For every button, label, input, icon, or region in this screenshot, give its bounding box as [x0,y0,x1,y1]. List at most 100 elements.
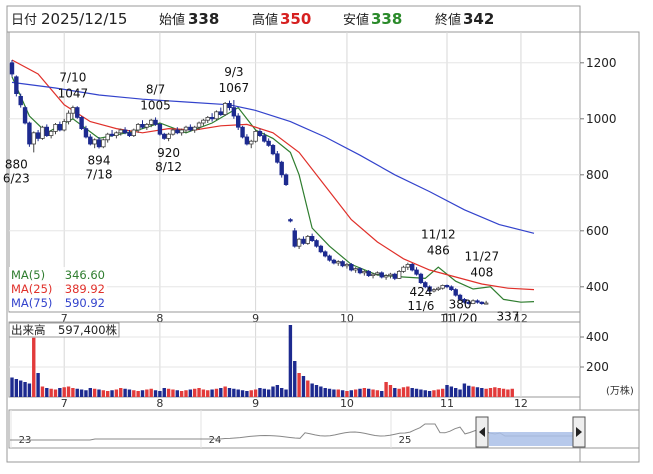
candle-body [170,129,176,135]
candle [305,235,310,245]
candle-body [288,219,293,222]
volume-bar [193,388,197,397]
candle [449,285,454,291]
annotation-price: 337 [496,309,519,323]
overview-right-handle[interactable] [572,416,586,448]
candle-body [479,301,484,305]
candle-body [414,269,419,275]
candle [175,127,180,135]
candle-body [114,132,119,137]
candle-body [375,272,380,275]
candle [88,134,93,146]
candle-body [157,124,163,135]
volume-bar [388,385,393,397]
candle [44,124,49,137]
candle-body [249,140,254,145]
volume-bar [436,389,440,397]
volume-bar [197,388,201,397]
candle [227,100,232,111]
annotation-date: 11/6 [407,299,434,313]
volume-bar [171,389,175,397]
overview-left-handle[interactable] [475,416,489,448]
volume-bar [53,389,58,397]
candle-body [279,161,284,176]
candle-body [396,270,402,279]
volume-legend-value: 597,400株 [58,323,118,337]
candle-body [183,126,189,131]
open-value: 338 [188,10,219,28]
candle-body [392,273,397,279]
candle-body [318,245,324,253]
annotation-date: 9/3 [224,65,243,79]
candle-body [96,139,102,148]
candle [362,270,367,276]
candle-body [244,136,250,145]
candle [22,106,28,125]
volume-bar [445,385,449,397]
candle-body [388,273,393,277]
candle-body [192,126,197,131]
candle [370,272,376,279]
volume-bar [384,382,388,397]
candle-body [379,272,384,278]
volume-bar [106,391,110,397]
volume-bar [284,389,288,397]
volume-unit-label: (万株) [606,384,634,397]
volume-x-tick-label: 10 [340,397,354,410]
candle [392,272,397,281]
candle-body [449,286,454,290]
annotation-price: 486 [427,244,450,258]
candle [70,105,76,119]
candle-body [214,111,219,120]
volume-legend-bg [8,322,120,338]
candle-body [444,284,450,288]
volume-bar [306,380,310,397]
candle-body [427,286,432,292]
annotation-date: 7/10 [59,71,86,85]
candle [340,260,345,268]
candle-body [327,255,332,261]
candle [318,244,324,254]
candle-body [14,76,19,95]
volume-bar [440,388,445,397]
close-value: 342 [463,10,494,28]
candle-body [140,124,145,128]
price-y-tick-label: 600 [586,224,609,238]
volume-bar [410,388,414,397]
volume-bar [349,390,353,397]
volume-bar [427,391,432,397]
candle-body [405,263,411,268]
candle [292,228,297,248]
candle [62,118,67,132]
candle [444,284,450,289]
volume-bar [32,337,36,397]
ma-line-2 [11,81,535,234]
candle [453,288,458,297]
candle-body [331,259,337,264]
candle-body [366,270,371,276]
candle [114,131,119,139]
volume-bar [493,387,497,397]
volume-bar [271,386,275,397]
candle [18,93,23,108]
candle-body [370,273,376,277]
volume-bar [297,373,301,397]
arrow-right-icon [576,427,582,437]
volume-bar [184,390,188,397]
candle [192,125,197,133]
candle [53,123,58,135]
candle-body [131,129,136,136]
volume-bar [236,389,240,397]
ma-legend-name: MA(5) [11,268,45,282]
candle [309,233,315,242]
candle-body [79,117,84,130]
candle [401,265,406,273]
low-value: 338 [371,10,402,28]
candle [170,128,176,136]
candle [436,286,441,291]
candle [144,123,150,130]
candle [118,128,123,136]
volume-bar [375,390,380,397]
candle-body [418,273,424,284]
